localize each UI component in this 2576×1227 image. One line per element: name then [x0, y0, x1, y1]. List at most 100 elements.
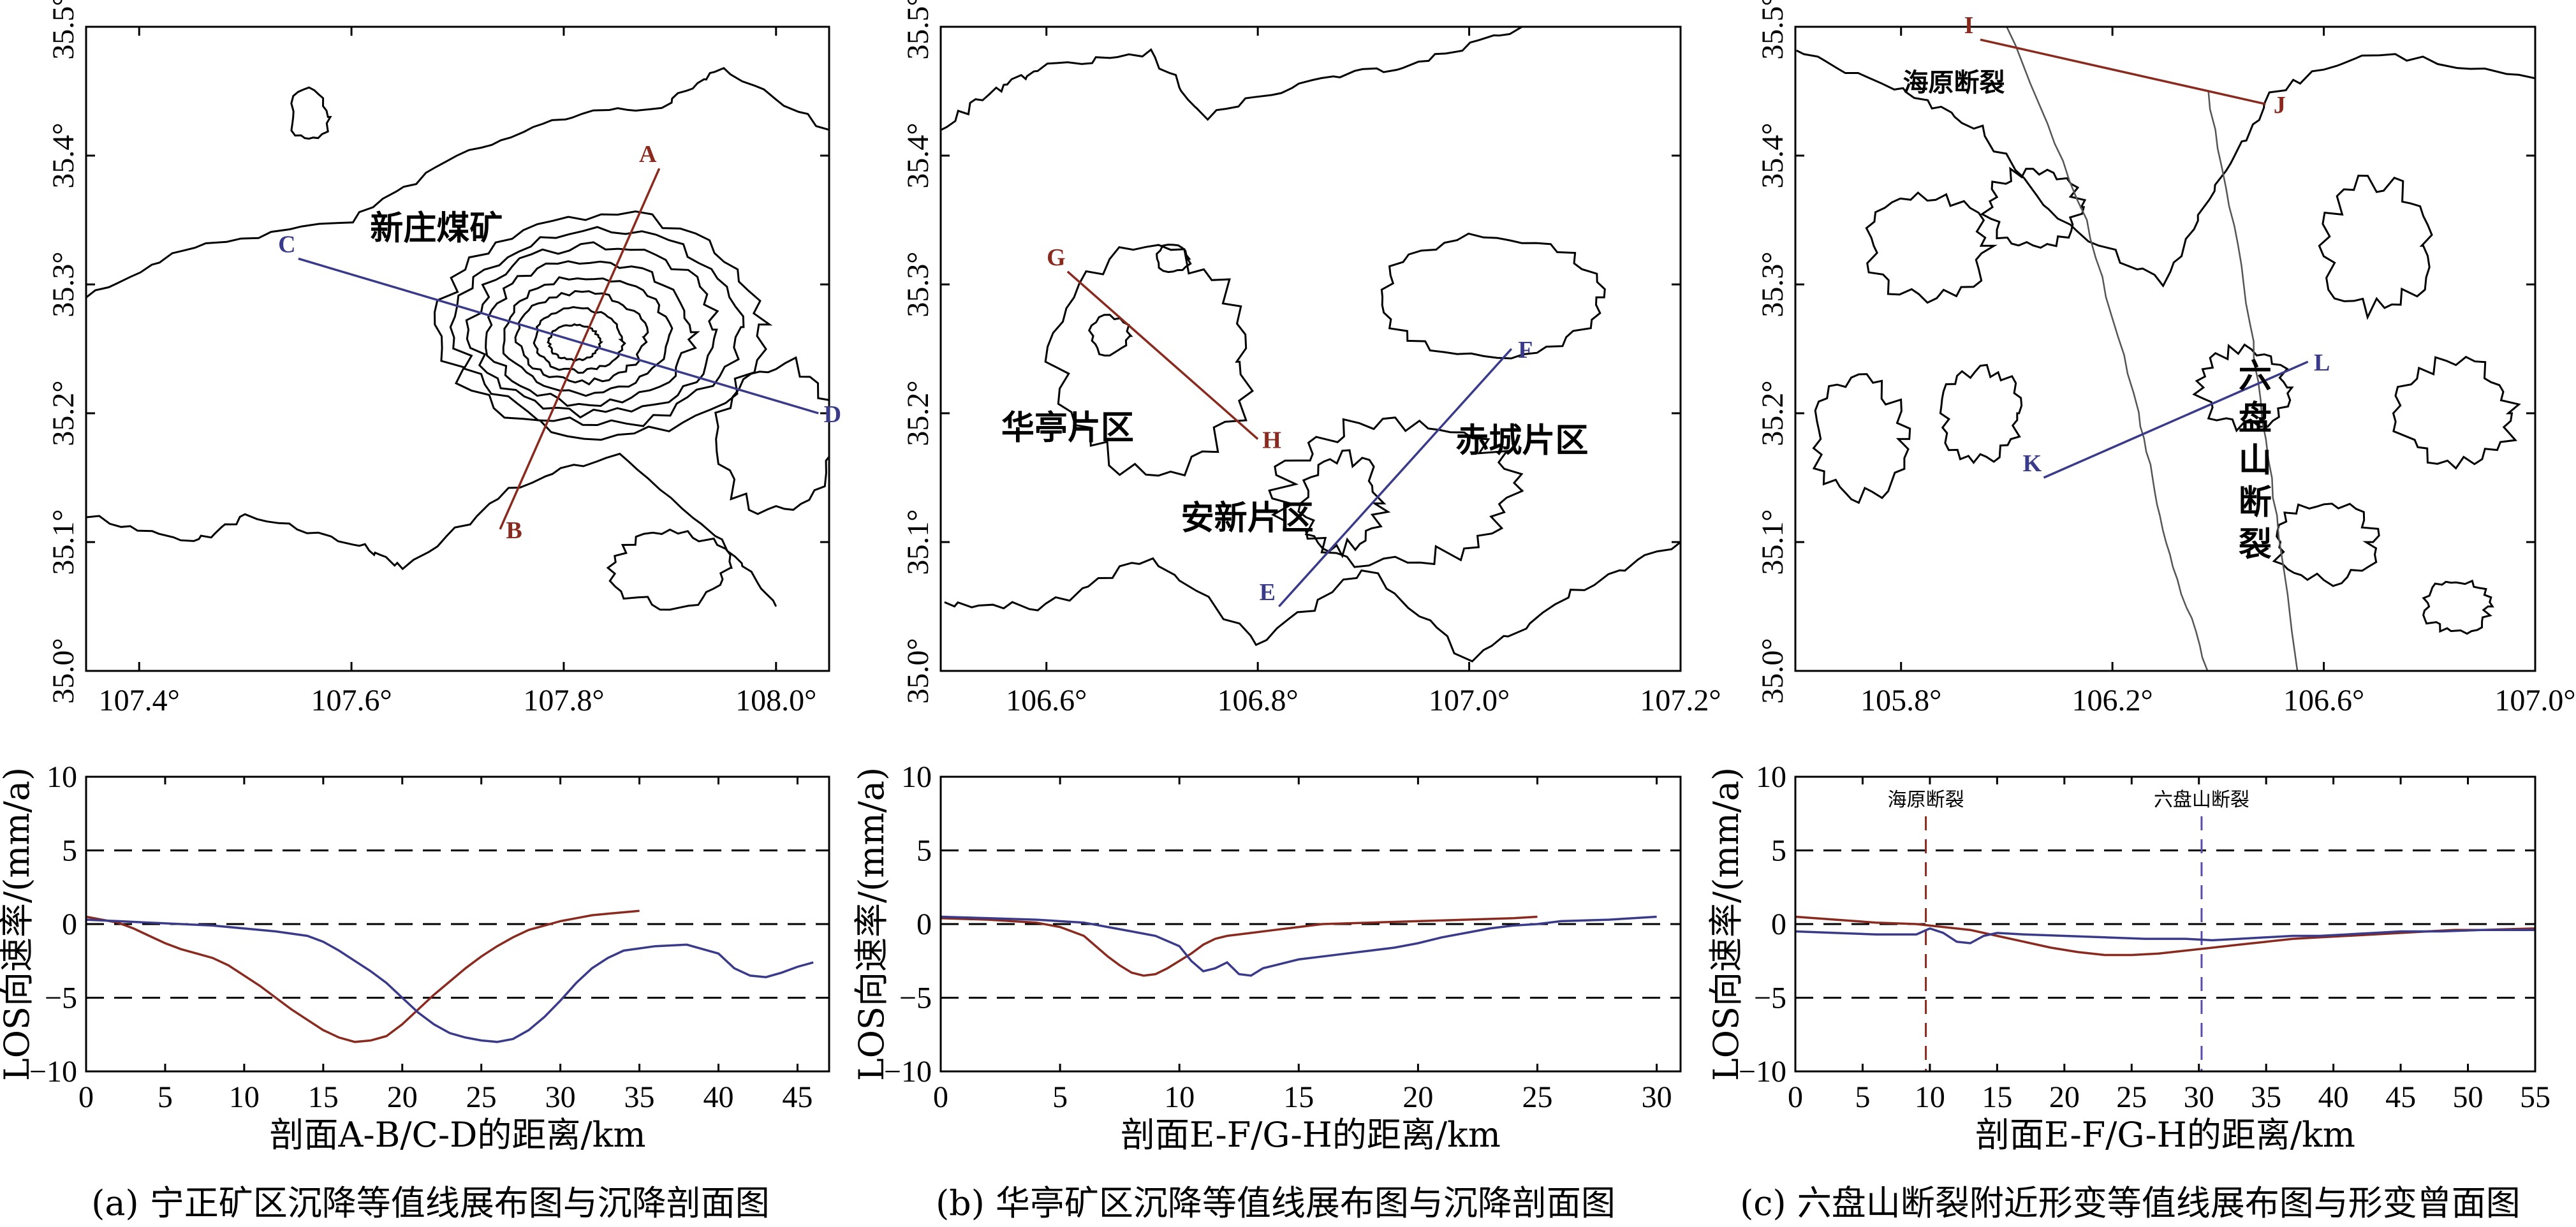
- y-tick-label: −10: [1739, 1055, 1786, 1089]
- profile-panel-b: 0 5 10 15 20 25 30 10 5 0 −5 −10 剖面E-F/G-H的距离/km LOS向…: [851, 760, 1682, 1155]
- x-tick-label: 40: [703, 1080, 733, 1114]
- area-label: 安新片区: [1181, 499, 1314, 538]
- profile-endpoint-A: A: [639, 141, 657, 168]
- subsidence-contour: [465, 241, 719, 419]
- profile-line-KL: [2043, 360, 2309, 479]
- contour-line: [944, 541, 1681, 663]
- profile-endpoint-I: I: [1964, 12, 1974, 39]
- profile-endpoint-F: F: [1518, 337, 1533, 364]
- x-tick-label: 20: [2049, 1080, 2080, 1114]
- y-tick-label: 35.3°: [901, 251, 935, 317]
- y-tick-label: −10: [884, 1055, 932, 1089]
- contour-line: [2422, 579, 2494, 635]
- series-line-0: [940, 915, 1538, 977]
- series-line-1: [1795, 927, 2535, 944]
- x-tick-label: 5: [1855, 1080, 1870, 1114]
- contour-line: [1812, 373, 1911, 504]
- subsidence-contour: [449, 226, 745, 427]
- series-line-0: [1795, 915, 2536, 957]
- y-tick-label: 35.5°: [901, 0, 935, 60]
- profile-endpoint-K: K: [2023, 450, 2042, 477]
- y-tick-label: 35.3°: [47, 251, 80, 317]
- y-tick-label: 10: [47, 760, 77, 794]
- y-axis-label: LOS向速率/(mm/a): [851, 767, 892, 1081]
- series-line-0: [85, 909, 640, 1043]
- x-tick-label: 5: [158, 1080, 173, 1114]
- x-tick-label: 106.6°: [1006, 684, 1087, 717]
- contours: [1796, 27, 2535, 671]
- y-tick-label: 35.0°: [901, 638, 935, 703]
- profile-endpoint-C: C: [278, 231, 295, 258]
- x-tick-label: 5: [1052, 1080, 1068, 1114]
- y-tick-label: 35.3°: [1756, 251, 1790, 317]
- x-axis-label: 剖面E-F/G-H的距离/km: [1121, 1115, 1501, 1155]
- x-tick-label: 45: [2385, 1080, 2416, 1114]
- x-tick-label: 107.2°: [1640, 684, 1721, 717]
- profile-endpoint-G: G: [1047, 244, 1066, 271]
- x-tick-label: 107.0°: [2494, 684, 2575, 717]
- contour-line: [1980, 166, 2087, 249]
- x-axis-label: 剖面A-B/C-D的距离/km: [269, 1115, 645, 1155]
- fault-label-char: 山: [2239, 441, 2272, 480]
- x-tick-label: 30: [545, 1080, 576, 1114]
- x-tick-label: 15: [308, 1080, 339, 1114]
- x-tick-label: 106.8°: [1218, 684, 1299, 717]
- x-axis-label: 剖面E-F/G-H的距离/km: [1975, 1115, 2355, 1155]
- area-label: 新庄煤矿: [370, 209, 503, 247]
- profile-panels: 0 5 10 15 20 25 30 35 40 451050−5−10剖面A-B/C-D的距离/…: [0, 760, 2550, 1155]
- profile-endpoint-E: E: [1260, 579, 1276, 606]
- map-panels: 107.4° 107.6° 107.8° 108.0° 35.0° 35.1° 35.2° 3…: [47, 0, 2576, 717]
- y-tick-label: 35.1°: [47, 509, 80, 575]
- y-tick-label: 35.0°: [1756, 638, 1790, 703]
- caption-b: (b) 华亭矿区沉降等值线展布图与沉降剖面图: [936, 1183, 1616, 1223]
- y-tick-label: 35.1°: [901, 509, 935, 575]
- profile-endpoint-L: L: [2314, 349, 2330, 376]
- fault-label: 海原断裂: [1903, 68, 2005, 98]
- x-tick-label: 30: [1642, 1080, 1672, 1114]
- y-tick-label: 35.4°: [901, 122, 935, 188]
- series-line-1: [940, 915, 1657, 977]
- profile-line-CD: [298, 257, 819, 415]
- y-tick-label: 5: [916, 834, 932, 868]
- fault-line: [2207, 90, 2299, 671]
- y-tick-label: −5: [1754, 981, 1786, 1015]
- contour-line: [1268, 416, 1524, 568]
- contour-line: [714, 356, 829, 515]
- x-tick-label: 107.0°: [1429, 684, 1510, 717]
- x-tick-label: 45: [782, 1080, 813, 1114]
- y-tick-label: 35.5°: [47, 0, 80, 60]
- y-tick-label: 35.1°: [1756, 509, 1790, 575]
- contour-line: [1796, 49, 2535, 288]
- y-tick-label: −10: [29, 1055, 77, 1089]
- map-panel-b: 106.6° 106.8° 107.0° 107.2° 35.0° 35.1° 35.2° 3…: [901, 0, 1721, 717]
- caption-c: (c) 六盘山断裂附近形变等值线展布图与形变曾面图: [1740, 1183, 2521, 1223]
- x-tick-label: 15: [1982, 1080, 2012, 1114]
- series-line-1: [85, 918, 814, 1043]
- x-tick-label: 20: [387, 1080, 418, 1114]
- x-tick-label: 0: [933, 1080, 948, 1114]
- fault-label-char: 六: [2239, 357, 2272, 396]
- x-tick-label: 105.8°: [1860, 684, 1941, 717]
- y-tick-label: 35.2°: [47, 380, 80, 446]
- x-tick-label: 55: [2520, 1080, 2550, 1114]
- profile-line-AB: [499, 168, 661, 530]
- x-tick-label: 107.8°: [523, 684, 604, 717]
- area-label: 赤城片区: [1455, 422, 1588, 460]
- contour-line: [1380, 232, 1606, 360]
- profile-line-IJ: [1980, 38, 2266, 105]
- subsidence-contour: [514, 290, 649, 386]
- y-axis-label: LOS向速率/(mm/a): [0, 767, 37, 1081]
- contour-line: [1156, 244, 1192, 274]
- area-label: 华亭片区: [1001, 408, 1134, 447]
- map-frame: [85, 26, 830, 672]
- y-tick-label: 0: [62, 907, 77, 941]
- x-tick-label: 10: [1164, 1080, 1195, 1114]
- x-tick-label: 106.6°: [2283, 684, 2364, 717]
- contour-line: [2272, 503, 2380, 587]
- x-tick-label: 108.0°: [735, 684, 816, 717]
- contour-line: [2318, 174, 2433, 320]
- subsidence-contour: [433, 210, 773, 441]
- y-tick-label: 0: [1771, 907, 1786, 941]
- y-tick-label: 0: [916, 907, 932, 941]
